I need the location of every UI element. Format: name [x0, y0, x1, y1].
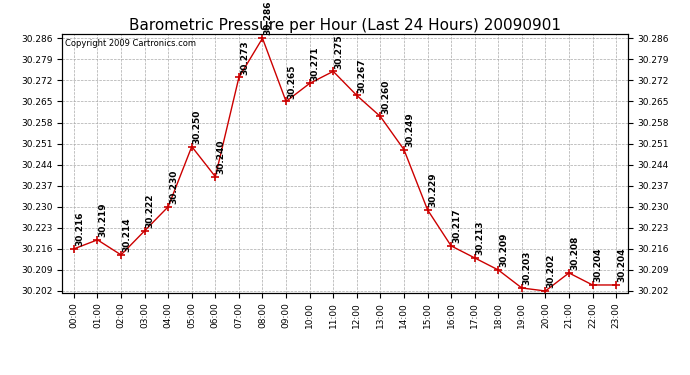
Text: 30.216: 30.216: [75, 211, 84, 246]
Text: 30.204: 30.204: [617, 248, 626, 282]
Title: Barometric Pressure per Hour (Last 24 Hours) 20090901: Barometric Pressure per Hour (Last 24 Ho…: [129, 18, 561, 33]
Text: 30.240: 30.240: [217, 140, 226, 174]
Text: 30.273: 30.273: [240, 40, 249, 75]
Text: 30.286: 30.286: [264, 1, 273, 36]
Text: 30.208: 30.208: [570, 236, 579, 270]
Text: 30.217: 30.217: [452, 209, 461, 243]
Text: 30.250: 30.250: [193, 110, 201, 144]
Text: 30.214: 30.214: [122, 217, 131, 252]
Text: 30.249: 30.249: [405, 112, 414, 147]
Text: 30.209: 30.209: [500, 232, 509, 267]
Text: 30.203: 30.203: [523, 251, 532, 285]
Text: 30.222: 30.222: [146, 194, 155, 228]
Text: 30.219: 30.219: [99, 202, 108, 237]
Text: 30.213: 30.213: [475, 220, 484, 255]
Text: 30.204: 30.204: [593, 248, 602, 282]
Text: 30.265: 30.265: [287, 64, 296, 99]
Text: Copyright 2009 Cartronics.com: Copyright 2009 Cartronics.com: [65, 39, 196, 48]
Text: 30.202: 30.202: [546, 254, 555, 288]
Text: 30.275: 30.275: [334, 34, 343, 69]
Text: 30.267: 30.267: [358, 58, 367, 93]
Text: 30.229: 30.229: [428, 172, 437, 207]
Text: 30.260: 30.260: [382, 80, 391, 114]
Text: 30.230: 30.230: [169, 170, 178, 204]
Text: 30.271: 30.271: [310, 46, 319, 81]
